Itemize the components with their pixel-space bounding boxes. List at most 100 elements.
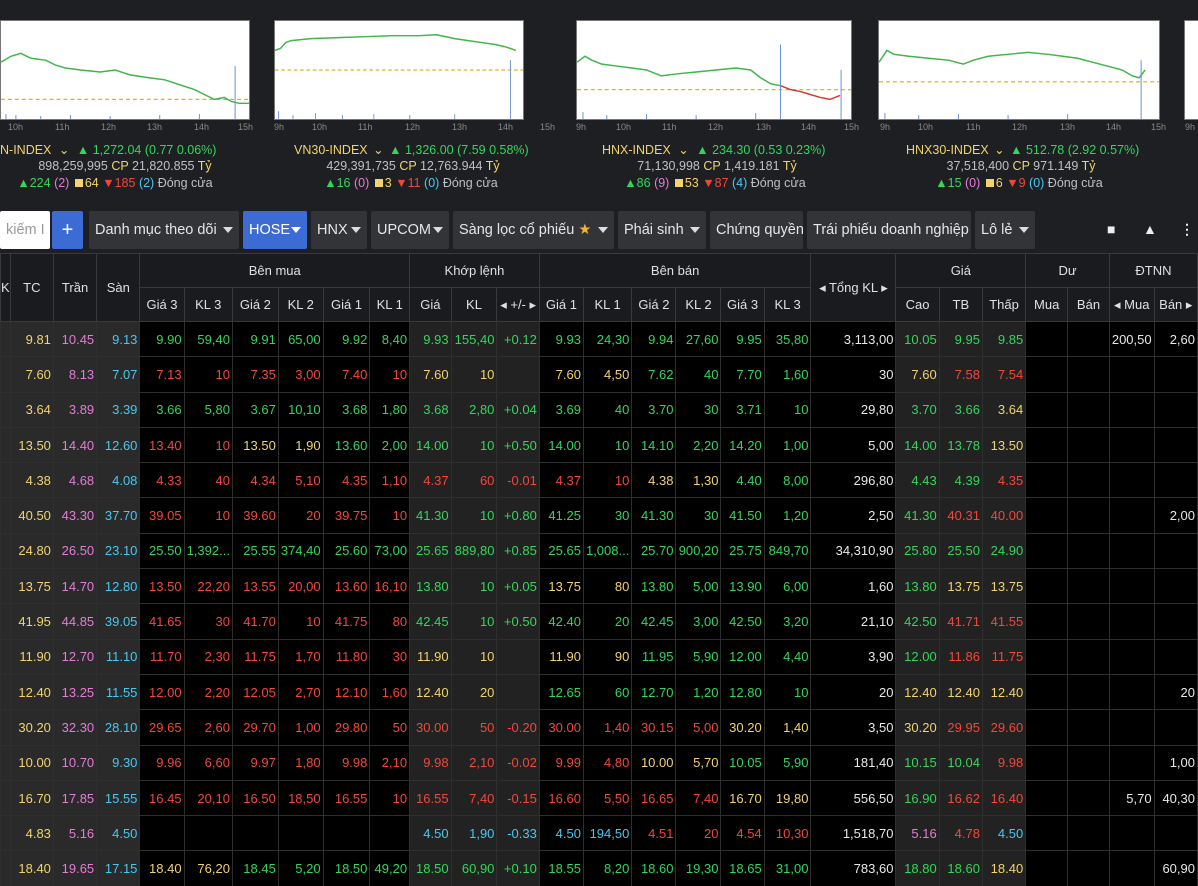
subcol-20[interactable]: ◂ Mua <box>1108 287 1155 322</box>
ask-cell[interactable]: 10 <box>582 462 633 499</box>
matched-cell[interactable]: 155,40 <box>450 320 498 358</box>
matched-cell[interactable]: 10 <box>450 603 498 640</box>
ref-price-cell[interactable]: 13.75 <box>9 568 54 605</box>
matched-cell[interactable]: +0.50 <box>496 603 540 640</box>
bid-cell[interactable]: 1,90 <box>277 426 324 464</box>
foreign-cell[interactable] <box>1153 709 1198 746</box>
matched-cell[interactable]: 1,90 <box>450 815 498 852</box>
residual-cell[interactable] <box>1025 391 1069 428</box>
add-symbol-button[interactable]: + <box>52 211 83 249</box>
bid-cell[interactable]: 1,60 <box>369 673 411 711</box>
total-volume-cell[interactable]: 20 <box>810 673 897 711</box>
bid-cell[interactable]: 9.92 <box>322 320 371 358</box>
matched-cell[interactable]: 30.00 <box>409 709 452 746</box>
subcol-9[interactable]: Giá 1 <box>538 287 584 322</box>
symbol-cell[interactable] <box>0 779 11 817</box>
ceiling-cell[interactable]: 5.16 <box>52 815 98 852</box>
ask-cell[interactable]: 8,20 <box>582 850 633 886</box>
price-stat-cell[interactable]: 4.39 <box>938 462 983 499</box>
ask-cell[interactable]: 7.70 <box>720 356 765 393</box>
total-volume-cell[interactable]: 1,60 <box>810 568 897 605</box>
symbol-cell[interactable] <box>0 850 11 886</box>
matched-cell[interactable]: 3.68 <box>409 391 452 428</box>
bid-cell[interactable]: 18.45 <box>231 850 279 886</box>
matched-cell[interactable]: -0.02 <box>496 744 540 781</box>
collapse-up-icon[interactable]: ▲ <box>1143 221 1157 237</box>
ceiling-cell[interactable]: 8.13 <box>52 356 98 393</box>
foreign-cell[interactable]: 60,90 <box>1153 850 1198 886</box>
residual-cell[interactable] <box>1025 532 1069 570</box>
price-stat-cell[interactable]: 16.62 <box>938 779 983 817</box>
matched-cell[interactable]: 889,80 <box>450 532 498 570</box>
ask-cell[interactable]: 4.51 <box>631 815 677 852</box>
table-row[interactable]: 24.80 26.50 23.10 25.50 1,392... 25.55 374,40 2… <box>0 532 1198 570</box>
ask-cell[interactable]: 30 <box>675 391 722 428</box>
residual-cell[interactable] <box>1067 603 1110 640</box>
residual-cell[interactable] <box>1025 709 1069 746</box>
ask-cell[interactable]: 13.90 <box>720 568 765 605</box>
bid-cell[interactable]: 9.97 <box>231 744 279 781</box>
matched-cell[interactable]: 13.80 <box>409 568 452 605</box>
matched-cell[interactable]: +0.05 <box>496 568 540 605</box>
ceiling-cell[interactable]: 19.65 <box>52 850 98 886</box>
ask-cell[interactable]: 13.75 <box>538 568 584 605</box>
bid-cell[interactable]: 25.60 <box>322 532 371 570</box>
price-stat-cell[interactable]: 4.78 <box>938 815 983 852</box>
matched-cell[interactable]: 9.93 <box>409 320 452 358</box>
floor-cell[interactable]: 37.70 <box>96 497 141 534</box>
ask-cell[interactable]: 1,40 <box>763 709 812 746</box>
bid-cell[interactable] <box>139 815 185 852</box>
residual-cell[interactable] <box>1067 673 1110 711</box>
matched-cell[interactable]: 25.65 <box>409 532 452 570</box>
bid-cell[interactable]: 76,20 <box>183 850 233 886</box>
ask-cell[interactable]: 60 <box>582 673 633 711</box>
symbol-cell[interactable] <box>0 709 11 746</box>
bid-cell[interactable]: 10 <box>369 356 411 393</box>
ref-price-cell[interactable]: 18.40 <box>9 850 54 886</box>
residual-cell[interactable] <box>1067 426 1110 464</box>
subcol-4[interactable]: Giá 1 <box>322 287 371 322</box>
ceiling-cell[interactable]: 10.70 <box>52 744 98 781</box>
foreign-cell[interactable] <box>1108 673 1155 711</box>
bid-cell[interactable]: 9.90 <box>139 320 185 358</box>
matched-cell[interactable]: 10 <box>450 497 498 534</box>
watchlist-dropdown[interactable]: Danh mục theo dõi <box>89 211 239 249</box>
subcol-16[interactable]: TB <box>938 287 983 322</box>
price-stat-cell[interactable]: 13.75 <box>981 568 1027 605</box>
foreign-cell[interactable]: 40,30 <box>1153 779 1198 817</box>
foreign-cell[interactable] <box>1153 568 1198 605</box>
subcol-2[interactable]: Giá 2 <box>231 287 279 322</box>
ask-cell[interactable]: 4,40 <box>763 638 812 675</box>
matched-cell[interactable] <box>496 638 540 675</box>
symbol-cell[interactable] <box>0 532 11 570</box>
video-camera-icon[interactable]: ■ <box>1107 221 1116 237</box>
index-card-vn30[interactable]: 9h 10h 11h 12h 13h 14h 15h VN30-INDEX ⌄ ▲ 1,32… <box>274 20 555 205</box>
residual-cell[interactable] <box>1067 462 1110 499</box>
index-chart[interactable] <box>274 20 524 120</box>
bid-cell[interactable]: 6,60 <box>183 744 233 781</box>
bid-cell[interactable]: 25.50 <box>139 532 185 570</box>
subcol-12[interactable]: KL 2 <box>675 287 722 322</box>
ask-cell[interactable]: 849,70 <box>763 532 812 570</box>
price-stat-cell[interactable]: 4.43 <box>895 462 940 499</box>
bid-cell[interactable]: 11.75 <box>231 638 279 675</box>
ceiling-cell[interactable]: 3.89 <box>52 391 98 428</box>
ask-cell[interactable]: 3.71 <box>720 391 765 428</box>
price-stat-cell[interactable]: 12.40 <box>938 673 983 711</box>
bid-cell[interactable]: 3,00 <box>277 356 324 393</box>
bid-cell[interactable]: 9.96 <box>139 744 185 781</box>
subcol-17[interactable]: Thấp <box>981 287 1027 322</box>
tab-warrants[interactable]: Chứng quyền <box>710 211 804 249</box>
matched-cell[interactable]: 50 <box>450 709 498 746</box>
foreign-cell[interactable] <box>1153 638 1198 675</box>
bid-cell[interactable]: 1,00 <box>277 709 324 746</box>
price-stat-cell[interactable]: 10.04 <box>938 744 983 781</box>
bid-cell[interactable]: 29.65 <box>139 709 185 746</box>
matched-cell[interactable]: +0.04 <box>496 391 540 428</box>
ask-cell[interactable]: 1,40 <box>582 709 633 746</box>
matched-cell[interactable]: 7.60 <box>409 356 452 393</box>
subcol-5[interactable]: KL 1 <box>369 287 411 322</box>
floor-cell[interactable]: 39.05 <box>96 603 141 640</box>
matched-cell[interactable]: -0.33 <box>496 815 540 852</box>
bid-cell[interactable]: 39.75 <box>322 497 371 534</box>
